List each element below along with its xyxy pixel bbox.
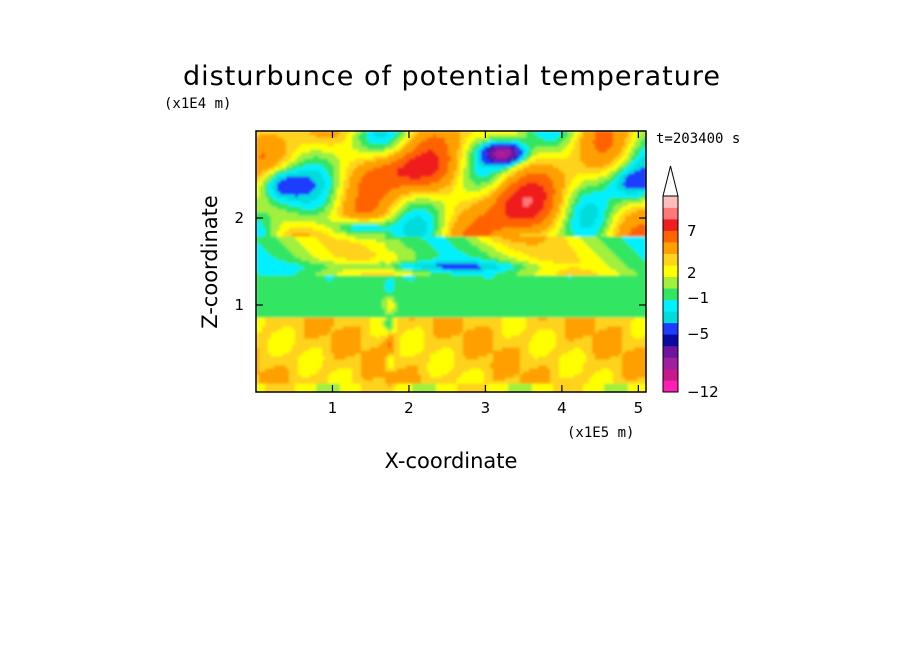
colorbar-swatch [663,207,678,220]
colorbar-swatch [663,265,678,278]
y-scale-label: (x1E4 m) [164,96,231,112]
x-tick-label: 3 [481,399,491,417]
time-label: t=203400 s [656,131,740,147]
colorbar-tick-label: 7 [687,222,697,240]
colorbar-swatch [663,253,678,266]
temperature-field [256,131,646,392]
x-tick-label: 5 [634,399,644,417]
y-tick-label: 2 [234,209,244,227]
colorbar-swatch [663,311,678,324]
colorbar-swatch [663,288,678,301]
plot-frame [255,130,647,393]
colorbar-tick-label: −5 [687,325,709,343]
colorbar: 7 2 −1 −5 −12 [662,165,719,401]
x-axis-label: X-coordinate [385,449,518,473]
colorbar-swatch [663,219,678,231]
colorbar-tick-label: −12 [687,383,719,401]
colorbar-swatch [663,299,678,312]
chart-title: disturbunce of potential temperature [183,61,721,92]
x-scale-label: (x1E5 m) [567,425,634,441]
colorbar-swatch [663,334,678,347]
colorbar-tick-label: 2 [687,264,697,282]
colorbar-swatch [663,196,678,208]
x-tick-label: 2 [404,399,414,417]
colorbar-tick-label: −1 [687,289,709,307]
y-axis-label: Z-coordinate [198,195,222,329]
x-tick-label: 4 [557,399,567,417]
y-axis: 12 [234,209,646,314]
x-axis: 1 2 3 4 5 [328,131,643,417]
colorbar-swatch [663,368,678,381]
colorbar-swatch [663,276,678,289]
colorbar-swatch [663,357,678,370]
colorbar-swatch [663,242,678,254]
colorbar-swatch [663,345,678,358]
colorbar-swatch [663,322,678,335]
colorbar-extend-arrow [662,165,679,197]
colorbar-swatch [663,380,678,393]
colorbar-swatch [663,230,678,243]
y-tick-label: 1 [234,296,244,314]
x-tick-label: 1 [328,399,338,417]
